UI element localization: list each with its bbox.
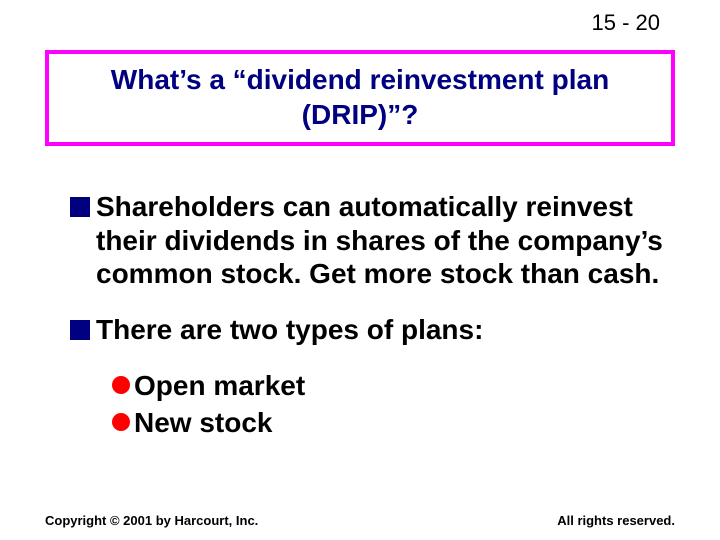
footer-copyright: Copyright © 2001 by Harcourt, Inc.: [45, 513, 258, 528]
square-bullet-icon: [70, 320, 90, 340]
sub-text-1: Open market: [134, 368, 305, 403]
square-bullet-icon: [70, 197, 90, 217]
title-line-2: (DRIP)”?: [59, 97, 661, 132]
list-item: Shareholders can automatically reinvest …: [70, 190, 670, 291]
footer-rights: All rights reserved.: [557, 513, 675, 528]
sub-list: Open market New stock: [112, 368, 670, 440]
bullet-text-1: Shareholders can automatically reinvest …: [96, 190, 670, 291]
page-number: 15 - 20: [592, 10, 661, 36]
list-item: Open market: [112, 368, 670, 403]
title-line-1: What’s a “dividend reinvestment plan: [59, 62, 661, 97]
content-area: Shareholders can automatically reinvest …: [70, 190, 670, 442]
circle-bullet-icon: [112, 376, 130, 394]
circle-bullet-icon: [112, 413, 130, 431]
sub-text-2: New stock: [134, 405, 273, 440]
bullet-text-2: There are two types of plans:: [96, 313, 483, 347]
list-item: New stock: [112, 405, 670, 440]
list-item: There are two types of plans:: [70, 313, 670, 347]
title-box: What’s a “dividend reinvestment plan (DR…: [45, 50, 675, 146]
